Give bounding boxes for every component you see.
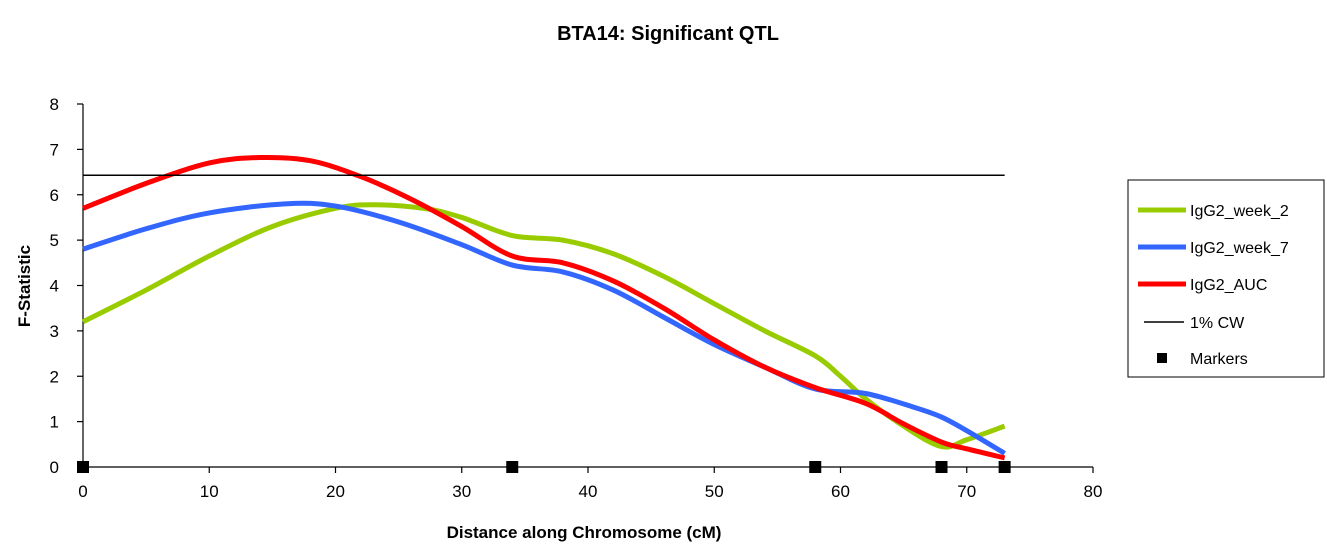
legend-label: IgG2_AUC bbox=[1190, 277, 1267, 294]
y-tick-label: 0 bbox=[50, 458, 59, 477]
x-tick-label: 70 bbox=[957, 482, 976, 501]
y-tick-label: 2 bbox=[50, 367, 59, 386]
y-axis-title: F-Statistic bbox=[15, 245, 34, 327]
legend-label: 1% CW bbox=[1190, 315, 1245, 332]
marker-point bbox=[809, 461, 822, 473]
x-axis-title: Distance along Chromosome (cM) bbox=[447, 523, 722, 542]
marker-point bbox=[935, 461, 948, 473]
y-tick-label: 5 bbox=[50, 231, 59, 250]
legend-box bbox=[1127, 179, 1325, 378]
x-tick-label: 80 bbox=[1084, 482, 1103, 501]
series-line-igg2-week-7 bbox=[82, 200, 1006, 456]
legend: IgG2_week_2 IgG2_week_7 IgG2_AUC 1% CW Marke… bbox=[1127, 179, 1325, 378]
series-layer bbox=[81, 154, 1006, 461]
marker-point bbox=[77, 461, 89, 473]
marker-point bbox=[998, 461, 1011, 473]
chart-title: BTA14: Significant QTL bbox=[557, 23, 779, 45]
y-tick-label: 1 bbox=[50, 413, 59, 432]
x-tick-label: 60 bbox=[831, 482, 850, 501]
x-tick-label: 30 bbox=[452, 482, 471, 501]
legend-label: IgG2_week_2 bbox=[1190, 203, 1289, 220]
plot-area: 0 1 2 3 4 5 6 7 8 0 10 20 30 40 50 60 70 80 bbox=[50, 95, 1103, 501]
legend-swatch bbox=[1157, 353, 1167, 363]
x-tick-label: 20 bbox=[326, 482, 345, 501]
y-tick-label: 4 bbox=[50, 277, 59, 296]
x-tick-label: 0 bbox=[78, 482, 87, 501]
legend-items: IgG2_week_2 IgG2_week_7 IgG2_AUC 1% CW Marke… bbox=[1138, 203, 1289, 368]
y-tick-label: 7 bbox=[50, 140, 59, 159]
y-tick-label: 8 bbox=[50, 95, 59, 114]
y-ticks: 0 1 2 3 4 5 6 7 8 bbox=[50, 95, 83, 477]
x-ticks: 0 10 20 30 40 50 60 70 80 bbox=[78, 467, 1102, 501]
marker-point bbox=[506, 461, 519, 473]
marker-layer bbox=[77, 461, 1011, 473]
legend-label: IgG2_week_7 bbox=[1190, 240, 1289, 257]
x-tick-label: 40 bbox=[579, 482, 598, 501]
x-tick-label: 50 bbox=[705, 482, 724, 501]
series-line-igg2-week-2 bbox=[81, 202, 1006, 450]
y-tick-label: 3 bbox=[50, 322, 59, 341]
y-tick-label: 6 bbox=[50, 186, 59, 205]
legend-label: Markers bbox=[1190, 351, 1248, 368]
x-tick-label: 10 bbox=[200, 482, 219, 501]
series-line-igg2-auc bbox=[82, 154, 1006, 461]
